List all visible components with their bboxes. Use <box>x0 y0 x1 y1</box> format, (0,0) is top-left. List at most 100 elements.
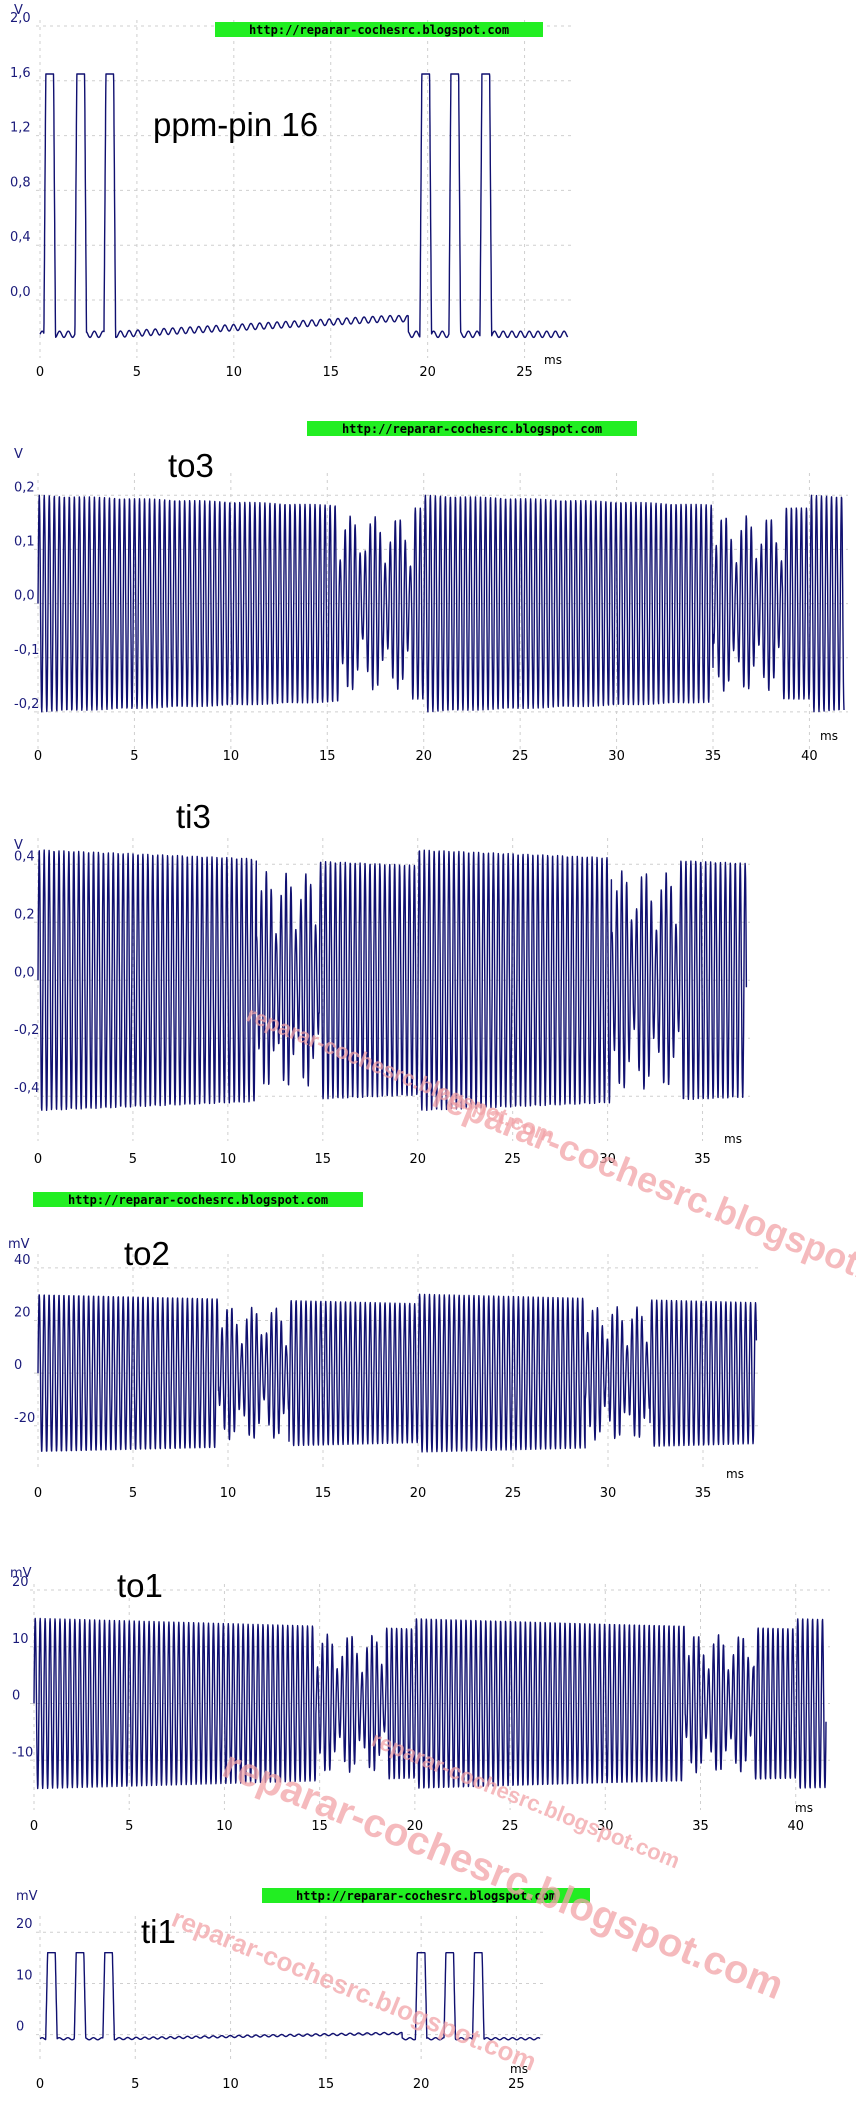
url-banner-bg <box>307 421 637 436</box>
chart-title: ti3 <box>176 798 211 835</box>
x-tick-label: 0 <box>34 1486 42 1501</box>
url-banner-text: http://reparar-cochesrc.blogspot.com <box>342 422 602 436</box>
chart-title: ti1 <box>141 1913 176 1950</box>
y-tick-label: 0 <box>12 1689 20 1704</box>
y-unit-label: mV <box>16 1889 38 1904</box>
waveform-trace <box>39 73 569 339</box>
x-tick-label: 40 <box>787 1819 804 1834</box>
x-tick-label: 5 <box>130 749 138 764</box>
x-tick-label: 30 <box>597 1819 614 1834</box>
y-tick-label: -0,2 <box>14 697 39 712</box>
y-tick-label: -0,2 <box>14 1023 39 1038</box>
y-tick-label: 10 <box>12 1632 29 1647</box>
x-tick-label: 30 <box>599 1152 616 1167</box>
y-tick-label: 1,6 <box>10 66 31 81</box>
url-banner-text: http://reparar-cochesrc.blogspot.com <box>68 1193 328 1207</box>
y-tick-label: -0,4 <box>14 1081 39 1096</box>
x-unit-label: ms <box>510 2062 528 2076</box>
x-tick-label: 20 <box>407 1819 424 1834</box>
chart-to2: 0 5 10 15 20 25 30 35 40 20 0 -20 mV ms to2 http://repa… <box>8 1192 760 1501</box>
y-tick-label: 20 <box>14 1306 31 1321</box>
waveform-trace <box>39 1951 541 2041</box>
url-banner-text: http://reparar-cochesrc.blogspot.com <box>249 23 509 37</box>
x-tick-label: 20 <box>409 1152 426 1167</box>
x-tick-label: 0 <box>30 1819 38 1834</box>
watermark-text: reparar-cochesrc.blogspot.com <box>427 1074 856 1314</box>
y-tick-label: 1,2 <box>10 121 31 136</box>
x-tick-label: 15 <box>315 1152 332 1167</box>
x-tick-label: 20 <box>413 2077 430 2092</box>
x-unit-label: ms <box>544 353 562 367</box>
x-tick-label: 25 <box>502 1819 519 1834</box>
url-banner-bg <box>215 22 543 37</box>
x-tick-label: 35 <box>694 1152 711 1167</box>
x-tick-label: 35 <box>695 1486 712 1501</box>
y-tick-label: 0 <box>14 1358 22 1373</box>
x-tick-label: 15 <box>315 1486 332 1501</box>
x-tick-label: 15 <box>318 2077 335 2092</box>
y-tick-label: 0,4 <box>14 849 35 864</box>
y-unit-label: mV <box>10 1566 32 1581</box>
x-unit-label: ms <box>820 729 838 743</box>
x-tick-label: 5 <box>129 1486 137 1501</box>
url-banner-bg <box>33 1192 363 1207</box>
y-unit-label: mV <box>8 1237 30 1252</box>
y-tick-label: 0,2 <box>14 480 35 495</box>
x-tick-label: 40 <box>801 749 818 764</box>
x-tick-label: 10 <box>226 365 243 380</box>
x-tick-label: 15 <box>311 1819 328 1834</box>
x-tick-label: 10 <box>220 1486 237 1501</box>
x-tick-label: 10 <box>222 2077 239 2092</box>
x-tick-label: 30 <box>600 1486 617 1501</box>
waveform-trace <box>37 494 845 713</box>
x-tick-label: 25 <box>516 365 533 380</box>
x-tick-label: 5 <box>125 1819 133 1834</box>
y-tick-label: -20 <box>14 1411 35 1426</box>
x-tick-label: 25 <box>512 749 529 764</box>
y-tick-label: 0 <box>16 2020 24 2035</box>
y-unit-label: V <box>14 447 23 462</box>
chart-ti3: 0 5 10 15 20 25 30 35 0,4 0,2 0,0 -0,2 -0,4 Vms ti3 <box>14 798 750 1167</box>
waveform-trace <box>37 849 748 1112</box>
chart-title: to1 <box>117 1567 163 1604</box>
y-tick-label: 40 <box>14 1253 31 1268</box>
x-tick-label: 35 <box>692 1819 709 1834</box>
y-tick-label: 0,4 <box>10 230 31 245</box>
x-tick-label: 0 <box>36 365 44 380</box>
x-unit-label: ms <box>726 1467 744 1481</box>
chart-to1: 0 5 10 15 20 25 30 35 40 20 10 0 -10 mV ms to1 <box>10 1566 830 1834</box>
y-tick-label: -0,1 <box>14 643 39 658</box>
y-tick-label: 0,1 <box>14 534 35 549</box>
x-tick-label: 10 <box>220 1152 237 1167</box>
x-tick-label: 5 <box>129 1152 137 1167</box>
x-tick-label: 35 <box>705 749 722 764</box>
x-tick-label: 10 <box>216 1819 233 1834</box>
x-tick-label: 5 <box>131 2077 139 2092</box>
chart-ppm-pin-16: 0 5 10 15 20 25 2,0 1,6 1,2 0,8 0,4 0,0 Vms ppm-pin 1… <box>10 3 573 380</box>
chart-title: ppm-pin 16 <box>153 106 318 143</box>
x-unit-label: ms <box>724 1132 742 1146</box>
x-unit-label: ms <box>795 1801 813 1815</box>
y-unit-label: V <box>14 838 23 853</box>
y-tick-label: -10 <box>12 1745 33 1760</box>
watermark-text: reparar-cochesrc.blogspot.com <box>168 1903 541 2077</box>
x-tick-label: 25 <box>508 2077 525 2092</box>
waveform-trace <box>33 1617 827 1790</box>
x-tick-label: 25 <box>505 1486 522 1501</box>
url-banner-text: http://reparar-cochesrc.blogspot.com <box>296 1889 556 1903</box>
y-tick-label: 0,0 <box>14 965 35 980</box>
chart-title: to2 <box>124 1235 170 1272</box>
y-tick-label: 20 <box>12 1575 29 1590</box>
chart-title: to3 <box>168 447 214 484</box>
y-tick-label: 2,0 <box>10 11 31 26</box>
y-tick-label: 10 <box>16 1968 33 1983</box>
waveform-trace <box>37 1293 758 1453</box>
x-tick-label: 30 <box>608 749 625 764</box>
x-tick-label: 0 <box>34 749 42 764</box>
x-tick-label: 20 <box>419 365 436 380</box>
x-tick-label: 15 <box>322 365 339 380</box>
x-tick-label: 15 <box>319 749 336 764</box>
chart-ti1: 0 5 10 15 20 25 20 10 0 mV ms ti1 http://reparar-coc… <box>16 1888 590 2092</box>
y-tick-label: 20 <box>16 1917 33 1932</box>
